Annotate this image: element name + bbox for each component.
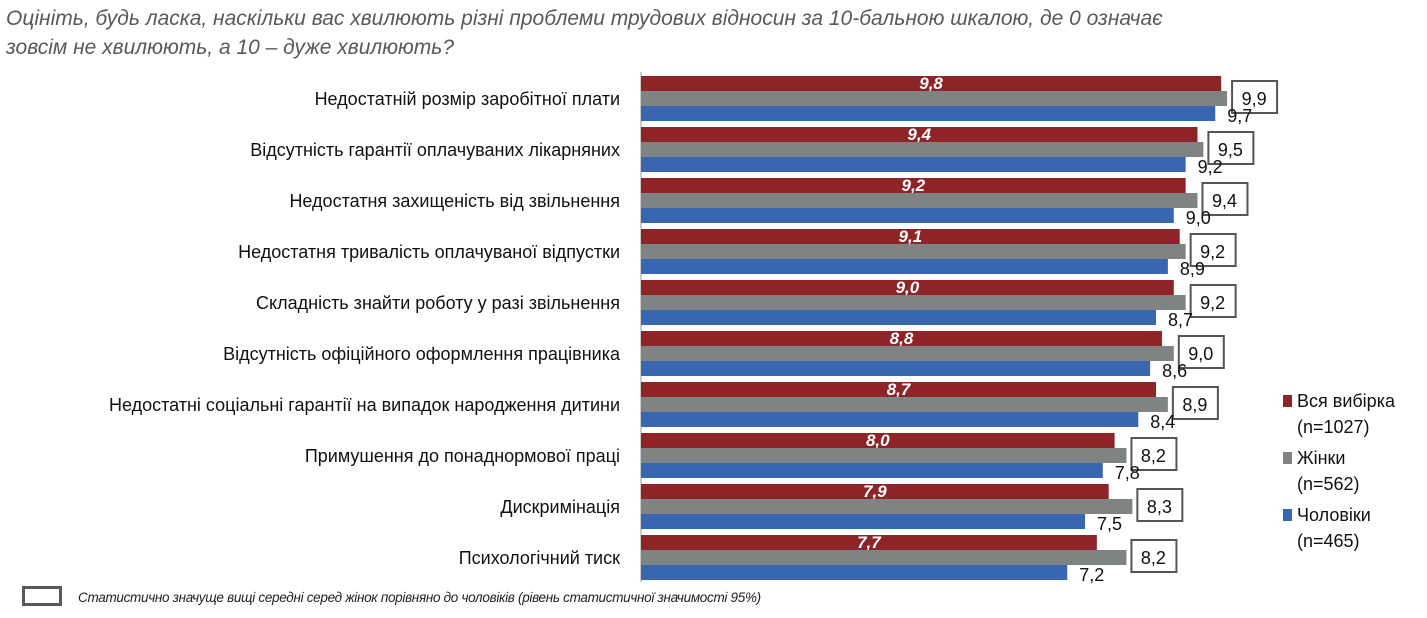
- bar-women: [641, 193, 1198, 208]
- significance-box: [1171, 386, 1219, 420]
- data-label-women: 9,2: [1200, 293, 1225, 313]
- bar-men: [641, 463, 1103, 478]
- bar-all: [641, 229, 1180, 244]
- significance-box: [1136, 488, 1184, 522]
- data-label-all: 8,8: [890, 329, 914, 348]
- data-label-men: 7,2: [1079, 565, 1104, 585]
- data-label-men: 8,9: [1180, 259, 1205, 279]
- category-label: Дискримінація: [500, 497, 620, 517]
- significance-note: Статистично значуще вищі середні серед ж…: [78, 590, 761, 605]
- bar-all: [641, 433, 1115, 448]
- bar-all: [641, 127, 1198, 142]
- bar-men: [641, 514, 1085, 529]
- data-label-men: 8,6: [1162, 361, 1187, 381]
- data-label-women: 8,9: [1182, 395, 1207, 415]
- bar-all: [641, 535, 1097, 550]
- data-label-women: 9,5: [1218, 140, 1243, 160]
- bar-men: [641, 412, 1139, 427]
- significance-box: [1207, 131, 1255, 165]
- data-label-men: 9,2: [1198, 157, 1223, 177]
- bar-all: [641, 280, 1174, 295]
- data-label-men: 7,8: [1115, 463, 1140, 483]
- bar-all: [641, 331, 1162, 346]
- bar-women: [641, 91, 1228, 106]
- data-label-women: 9,9: [1242, 89, 1267, 109]
- bar-men: [641, 208, 1174, 223]
- chart-title: Оцініть, будь ласка, наскільки вас хвилю…: [6, 7, 1163, 59]
- data-label-women: 8,3: [1147, 497, 1172, 517]
- legend-swatch: [1283, 395, 1292, 407]
- category-label: Недостатня захищеність від звільнення: [289, 191, 620, 211]
- data-label-all: 9,1: [899, 227, 923, 246]
- data-label-all: 8,7: [887, 380, 912, 399]
- category-label: Примушення до понаднормової праці: [305, 446, 620, 466]
- data-label-women: 9,2: [1200, 242, 1225, 262]
- bar-women: [641, 550, 1127, 565]
- bar-women: [641, 448, 1127, 463]
- bar-men: [641, 259, 1168, 274]
- significance-box: [1130, 437, 1178, 471]
- significance-box: [1189, 284, 1237, 318]
- bar-women: [641, 397, 1168, 412]
- significance-legend-box: [22, 586, 62, 606]
- data-label-all: 9,8: [919, 74, 943, 93]
- data-label-men: 8,7: [1168, 310, 1193, 330]
- legend-label: Жінки: [1297, 448, 1346, 468]
- data-label-all: 9,4: [907, 125, 931, 144]
- category-label: Недостатні соціальні гарантії на випадок…: [109, 395, 620, 415]
- bar-women: [641, 244, 1186, 259]
- category-label: Недостатня тривалість оплачуваної відпус…: [238, 242, 620, 262]
- data-label-women: 8,2: [1141, 548, 1166, 568]
- legend-sublabel: (n=465): [1297, 531, 1360, 551]
- bar-men: [641, 361, 1151, 376]
- legend-sublabel: (n=1027): [1297, 417, 1370, 437]
- significance-box: [1231, 80, 1279, 114]
- bar-all: [641, 382, 1157, 397]
- data-label-all: 7,7: [857, 533, 882, 552]
- data-label-men: 8,4: [1150, 412, 1175, 432]
- data-label-all: 8,0: [866, 431, 890, 450]
- data-label-men: 9,0: [1186, 208, 1211, 228]
- data-label-all: 9,2: [901, 176, 925, 195]
- significance-box: [1201, 182, 1249, 216]
- category-label: Відсутність офіційного оформлення праців…: [223, 344, 621, 364]
- category-label: Відсутність гарантії оплачуваних лікарня…: [250, 140, 620, 160]
- data-label-women: 8,2: [1141, 446, 1166, 466]
- significance-box: [1130, 539, 1178, 573]
- data-label-women: 9,4: [1212, 191, 1237, 211]
- data-label-all: 9,0: [896, 278, 920, 297]
- bar-women: [641, 295, 1186, 310]
- bar-all: [641, 484, 1109, 499]
- bar-men: [641, 106, 1216, 121]
- bar-all: [641, 178, 1186, 193]
- legend-sublabel: (n=562): [1297, 474, 1360, 494]
- data-label-women: 9,0: [1188, 344, 1213, 364]
- bar-all: [641, 76, 1222, 91]
- bar-men: [641, 310, 1157, 325]
- legend-swatch: [1283, 452, 1292, 464]
- data-label-men: 9,7: [1227, 106, 1252, 126]
- bar-men: [641, 565, 1068, 580]
- bar-men: [641, 157, 1186, 172]
- data-label-all: 7,9: [863, 482, 887, 501]
- significance-box: [1177, 335, 1225, 369]
- category-label: Складність знайти роботу у разі звільнен…: [256, 293, 620, 313]
- bar-women: [641, 346, 1174, 361]
- data-label-men: 7,5: [1097, 514, 1122, 534]
- legend-label: Вся вибірка: [1297, 391, 1396, 411]
- category-label: Недостатній розмір заробітної плати: [315, 89, 620, 109]
- legend-swatch: [1283, 509, 1292, 521]
- category-label: Психологічний тиск: [459, 548, 620, 568]
- legend-label: Чоловіки: [1297, 505, 1371, 525]
- bar-women: [641, 499, 1133, 514]
- bar-women: [641, 142, 1204, 157]
- significance-box: [1189, 233, 1237, 267]
